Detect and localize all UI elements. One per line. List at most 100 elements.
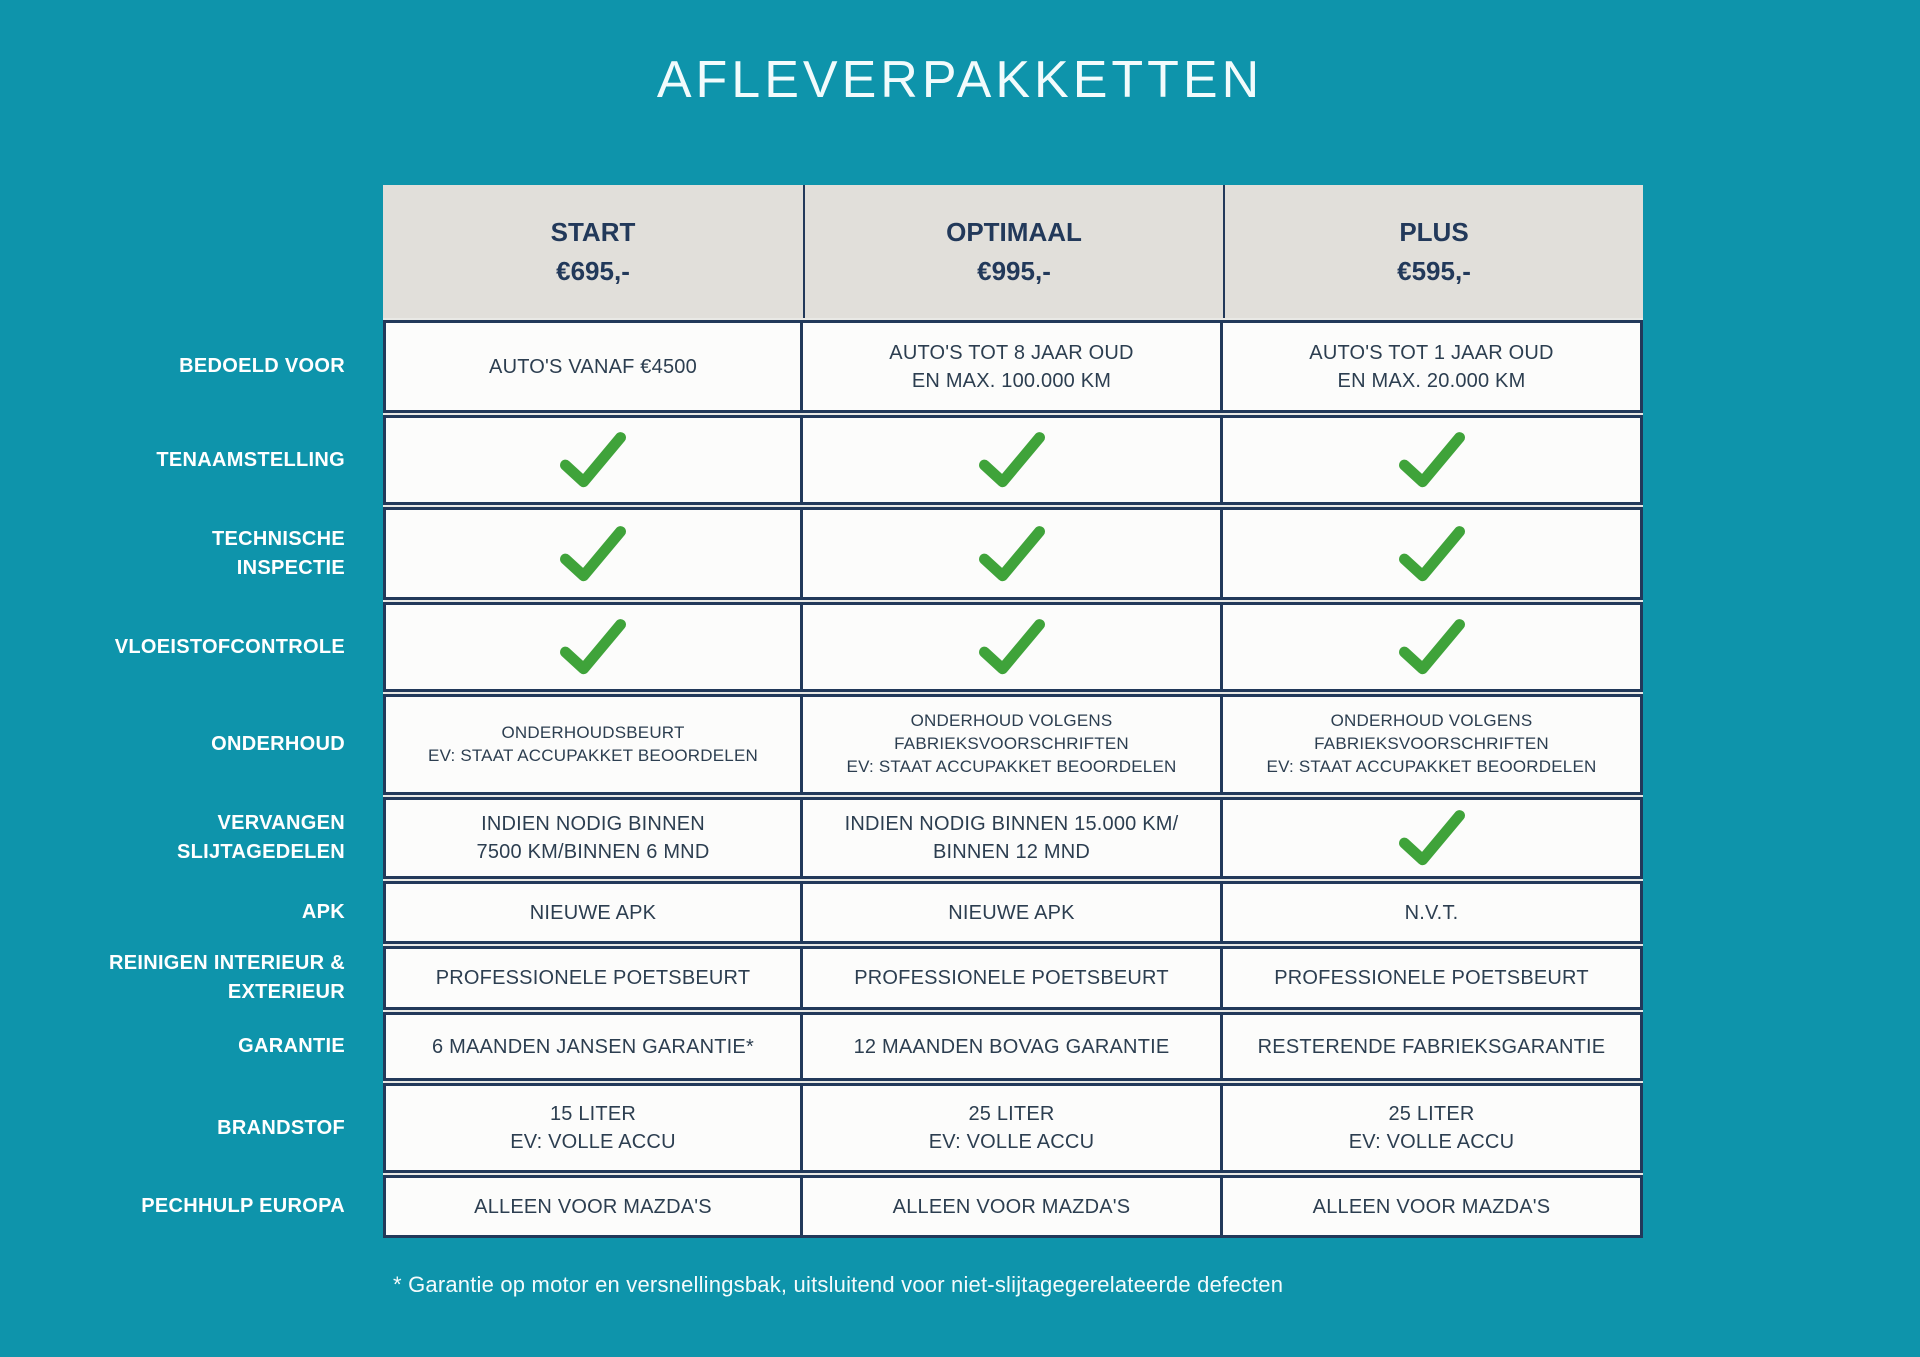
text-line: EV: STAAT ACCUPAKKET BEOORDELEN — [1266, 756, 1597, 776]
cell-onderhoud-start: ONDERHOUDSBEURT EV: STAAT ACCUPAKKET BEOO… — [383, 694, 803, 795]
text-line: AUTO'S TOT 8 JAAR OUD — [889, 341, 1134, 364]
column-header-start: START €695,- — [383, 185, 803, 318]
cell-technische-inspectie-optimaal — [800, 507, 1223, 600]
footnote: * Garantie op motor en versnellingsbak, … — [393, 1272, 1284, 1297]
text-line: N.V.T. — [1404, 901, 1459, 924]
cell-apk-optimaal: NIEUWE APK — [800, 881, 1223, 944]
cell-tenaamstelling-start — [383, 415, 803, 505]
cell-garantie-start: 6 MAANDEN JANSEN GARANTIE* — [383, 1012, 803, 1081]
row-label-apk: APK — [0, 881, 383, 944]
cell-brandstof-start: 15 LITER EV: VOLLE ACCU — [383, 1083, 803, 1173]
column-header-optimaal: OPTIMAAL €995,- — [803, 185, 1223, 318]
text-line: ONDERHOUD VOLGENS — [910, 711, 1113, 731]
row-label-onderhoud: ONDERHOUD — [0, 694, 383, 795]
text-line: 25 LITER — [968, 1103, 1055, 1125]
text-line: EV: VOLLE ACCU — [510, 1131, 676, 1153]
row-label-pechhulp-europa: PECHHULP EUROPA — [0, 1175, 383, 1238]
cell-vervangen-slijtagedelen-optimaal: INDIEN NODIG BINNEN 15.000 KM/BINNEN 12 … — [800, 797, 1223, 879]
text-line: 25 LITER — [1388, 1103, 1475, 1125]
text-line: ONDERHOUDSBEURT — [501, 722, 685, 742]
text-line: EN MAX. 20.000 KM — [1337, 369, 1526, 392]
row-label-technische-inspectie: TECHNISCHE INSPECTIE — [0, 507, 383, 600]
poster-title: AFLEVERPAKKETTEN — [656, 51, 1264, 109]
cell-vervangen-slijtagedelen-plus — [1220, 797, 1643, 879]
cell-vloeistofcontrole-optimaal — [800, 602, 1223, 692]
text-line: 6 MAANDEN JANSEN GARANTIE* — [432, 1035, 754, 1058]
text-line: PROFESSIONELE POETSBEURT — [1274, 967, 1589, 989]
text-line: ALLEEN VOOR MAZDA'S — [892, 1195, 1131, 1218]
cell-brandstof-optimaal: 25 LITER EV: VOLLE ACCU — [800, 1083, 1223, 1173]
row-label-bedoeld-voor: BEDOELD VOOR — [0, 320, 383, 413]
row-label-tenaamstelling: TENAAMSTELLING — [0, 415, 383, 505]
cell-reinigen-interieur-exterieur-start: PROFESSIONELE POETSBEURT — [383, 946, 803, 1010]
cell-apk-plus: N.V.T. — [1220, 881, 1643, 944]
text-line: ALLEEN VOOR MAZDA'S — [474, 1195, 712, 1218]
column-header-plus: PLUS €595,- — [1223, 185, 1643, 318]
row-label-brandstof: BRANDSTOF — [0, 1083, 383, 1173]
text-line: PROFESSIONELE POETSBEURT — [854, 967, 1169, 989]
text-line: REINIGEN INTERIEUR & — [108, 952, 345, 974]
check-icon — [560, 525, 626, 581]
text-line: ONDERHOUD VOLGENS — [1330, 711, 1533, 731]
text-line: AUTO'S TOT 1 JAAR OUD — [1309, 341, 1554, 364]
cell-vloeistofcontrole-plus — [1220, 602, 1643, 692]
text-line: APK — [301, 901, 345, 923]
text-line: FABRIEKSVOORSCHRIFTEN — [894, 734, 1129, 754]
text-line: EXTERIEUR — [227, 981, 345, 1003]
column-price: €995,- — [977, 255, 1051, 286]
check-icon — [560, 432, 626, 488]
text-line: NIEUWE APK — [948, 901, 1075, 924]
text-line: RESTERENDE FABRIEKSGARANTIE — [1257, 1035, 1606, 1058]
cell-technische-inspectie-start — [383, 507, 803, 600]
text-line: VERVANGEN — [217, 812, 345, 834]
cell-garantie-plus: RESTERENDE FABRIEKSGARANTIE — [1220, 1012, 1643, 1081]
text-line: EV: VOLLE ACCU — [1348, 1131, 1515, 1153]
cell-vervangen-slijtagedelen-start: INDIEN NODIG BINNEN 7500 KM/BINNEN 6 MND — [383, 797, 803, 879]
text-line: EV: STAAT ACCUPAKKET BEOORDELEN — [846, 756, 1177, 776]
packages-table: START €695,- OPTIMAAL €995,- PLUS €595,- BEDOE… — [0, 185, 1643, 1238]
check-icon — [1398, 525, 1465, 581]
cell-bedoeld-voor-optimaal: AUTO'S TOT 8 JAAR OUD EN MAX. 100.000 KM — [800, 320, 1223, 413]
table-corner-spacer — [0, 185, 383, 318]
cell-pechhulp-europa-start: ALLEEN VOOR MAZDA'S — [383, 1175, 803, 1238]
text-line: TECHNISCHE — [211, 527, 345, 550]
text-line: ALLEEN VOOR MAZDA'S — [1312, 1195, 1551, 1218]
column-price: €695,- — [556, 255, 630, 286]
cell-pechhulp-europa-plus: ALLEEN VOOR MAZDA'S — [1220, 1175, 1643, 1238]
text-line: VLOEISTOFCONTROLE — [114, 635, 345, 658]
text-line: INSPECTIE — [236, 556, 345, 579]
text-line: ONDERHOUD — [211, 733, 345, 755]
cell-tenaamstelling-optimaal — [800, 415, 1223, 505]
text-line: NIEUWE APK — [529, 901, 657, 924]
cell-onderhoud-plus: ONDERHOUD VOLGENS FABRIEKSVOORSCHRIFTEN EV… — [1220, 694, 1643, 795]
cell-reinigen-interieur-exterieur-plus: PROFESSIONELE POETSBEURT — [1220, 946, 1643, 1010]
text-line: 15 LITER — [549, 1103, 637, 1125]
cell-bedoeld-voor-plus: AUTO'S TOT 1 JAAR OUD EN MAX. 20.000 KM — [1220, 320, 1643, 413]
cell-pechhulp-europa-optimaal: ALLEEN VOOR MAZDA'S — [800, 1175, 1223, 1238]
cell-brandstof-plus: 25 LITER EV: VOLLE ACCU — [1220, 1083, 1643, 1173]
column-name: PLUS — [1399, 216, 1469, 247]
check-icon — [1398, 810, 1465, 866]
row-label-vloeistofcontrole: VLOEISTOFCONTROLE — [0, 602, 383, 692]
column-name: START — [550, 216, 636, 247]
text-line: PROFESSIONELE POETSBEURT — [435, 967, 751, 989]
row-label-garantie: GARANTIE — [0, 1012, 383, 1081]
text-line: EV: VOLLE ACCU — [928, 1131, 1095, 1153]
cell-bedoeld-voor-start: AUTO'S VANAF €4500 — [383, 320, 803, 413]
check-icon — [978, 432, 1045, 488]
text-line: PECHHULP EUROPA — [141, 1195, 345, 1217]
check-icon — [1398, 432, 1465, 488]
text-line: GARANTIE — [238, 1035, 345, 1057]
text-line: INDIEN NODIG BINNEN 15.000 KM/ — [844, 813, 1179, 835]
cell-reinigen-interieur-exterieur-optimaal: PROFESSIONELE POETSBEURT — [800, 946, 1223, 1010]
cell-technische-inspectie-plus — [1220, 507, 1643, 600]
text-line: BRANDSTOF — [217, 1116, 345, 1139]
cell-garantie-optimaal: 12 MAANDEN BOVAG GARANTIE — [800, 1012, 1223, 1081]
check-icon — [1398, 619, 1465, 675]
check-icon — [978, 619, 1045, 675]
check-icon — [978, 525, 1045, 581]
cell-apk-start: NIEUWE APK — [383, 881, 803, 944]
column-price: €595,- — [1397, 255, 1471, 286]
row-label-vervangen-slijtagedelen: VERVANGEN SLIJTAGEDELEN — [0, 797, 383, 879]
